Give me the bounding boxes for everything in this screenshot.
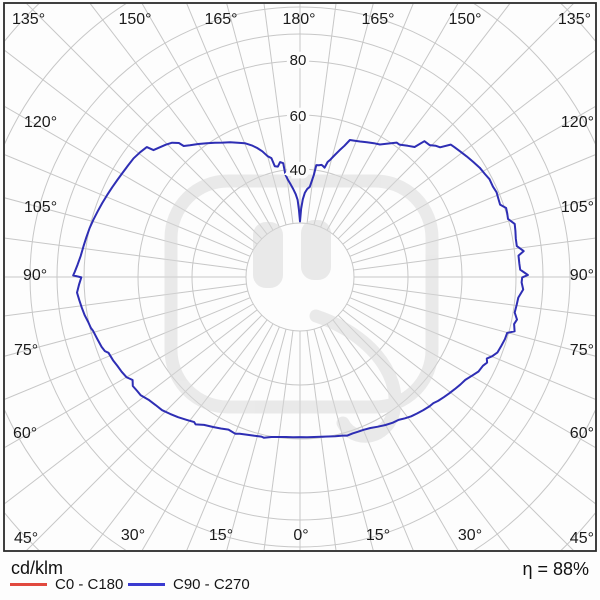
intensity-curves [72, 139, 529, 439]
grid-spoke [332, 319, 511, 550]
grid-spoke [226, 329, 287, 550]
grid-spoke [26, 4, 263, 240]
angle-label: 135° [12, 11, 45, 28]
angle-label: 45° [570, 530, 594, 547]
grid-spoke [5, 303, 254, 448]
watermark-tail [309, 309, 402, 443]
watermark-bar [253, 222, 283, 288]
angle-label: 180° [282, 11, 315, 28]
grid-spoke [346, 106, 595, 251]
radial-tick-labels: 40 60 80 [286, 49, 310, 183]
grid-spoke [352, 197, 595, 264]
grid-spoke [337, 4, 574, 240]
angle-label: 105° [24, 199, 57, 216]
grid-spoke [346, 303, 595, 448]
angle-label: 30° [121, 527, 145, 544]
grid-spoke [349, 297, 595, 400]
angle-label: 75° [570, 342, 594, 359]
radial-tick-label: 40 [290, 162, 307, 179]
angle-label: 150° [448, 11, 481, 28]
angle-label: 135° [558, 11, 591, 28]
angle-label: 60° [570, 425, 594, 442]
angle-label: 90° [23, 267, 47, 284]
angle-label: 45° [14, 530, 38, 547]
angle-label: 120° [24, 114, 57, 131]
angle-label: 15° [209, 527, 233, 544]
angle-label: 165° [204, 11, 237, 28]
grid-spoke [349, 154, 595, 257]
grid-spoke [313, 4, 374, 225]
grid-spoke [263, 4, 294, 224]
radial-tick-label: 80 [290, 52, 307, 69]
grid-spoke [5, 197, 248, 264]
grid-spoke [5, 290, 248, 357]
watermark-bar [301, 220, 331, 280]
angle-label: 150° [118, 11, 151, 28]
grid-spoke [141, 323, 274, 550]
grid-spoke [320, 326, 414, 550]
grid-spoke [186, 4, 280, 228]
grid-spoke [226, 4, 287, 225]
grid-spoke [320, 4, 414, 228]
grid-spoke [5, 237, 247, 271]
angle-label: 75° [14, 342, 38, 359]
grid-spoke [353, 237, 595, 271]
grid-spoke [5, 309, 258, 504]
grid-spoke [186, 326, 280, 550]
grid-spoke [342, 50, 595, 245]
curve-C90-C270 [72, 139, 529, 439]
angle-label: 105° [561, 199, 594, 216]
grid-spoke [306, 4, 337, 224]
brand-watermark-icon [164, 174, 439, 443]
grid-spoke [5, 50, 258, 245]
angle-label: 30° [458, 527, 482, 544]
grid-spoke [5, 283, 247, 317]
grid-spoke [313, 329, 374, 550]
grid-spoke [5, 106, 254, 251]
grid-spoke [306, 330, 337, 550]
grid-spoke [26, 314, 263, 550]
angle-label: 90° [570, 267, 594, 284]
grid-spoke [263, 330, 294, 550]
angle-labels: 135° 150° 165° 180° 165° 150° 135° 120° 105° 90° 7… [12, 11, 594, 547]
angle-label: 165° [361, 11, 394, 28]
grid-spoke [5, 297, 251, 400]
plot-border [3, 2, 597, 552]
grid-spoke [89, 319, 268, 550]
grid-spoke [5, 154, 251, 257]
angle-label: 0° [293, 527, 308, 544]
grid-spoke [326, 323, 459, 550]
watermark-rounded-square [164, 174, 439, 414]
grid-spoke [352, 290, 595, 357]
angle-label: 60° [13, 425, 37, 442]
grid-spoke [342, 309, 595, 504]
radial-tick-label: 60 [290, 108, 307, 125]
grid-spoke [353, 283, 595, 317]
angle-label: 15° [366, 527, 390, 544]
angle-label: 120° [561, 114, 594, 131]
